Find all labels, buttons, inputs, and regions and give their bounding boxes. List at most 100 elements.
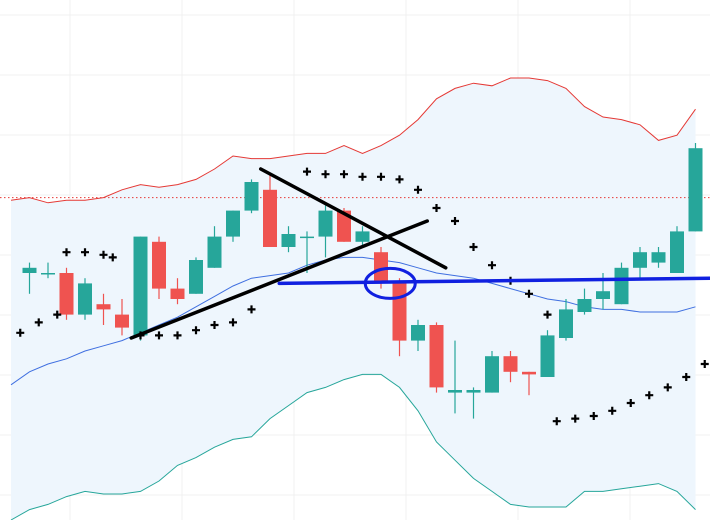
candle-body	[244, 182, 259, 211]
sar-marker	[303, 167, 311, 176]
candle-body	[688, 148, 703, 232]
candle	[688, 143, 703, 232]
candle-body	[374, 252, 388, 284]
highlight-circle	[363, 266, 417, 300]
support-line	[277, 276, 710, 286]
sar-marker	[210, 321, 219, 329]
sar-marker	[53, 310, 62, 319]
candle-body	[152, 241, 166, 289]
candle	[244, 179, 259, 214]
sar-marker	[358, 172, 367, 181]
candle	[540, 330, 555, 377]
candle-body	[577, 299, 592, 312]
sar-marker	[414, 185, 422, 194]
sar-marker	[552, 417, 561, 426]
sar-marker	[432, 204, 441, 212]
candle	[78, 278, 92, 320]
candle-body	[466, 390, 481, 393]
sar-marker	[99, 250, 108, 259]
candle-body	[485, 356, 499, 393]
sar-marker	[395, 175, 404, 184]
candle	[41, 262, 55, 279]
sar-marker	[321, 170, 330, 179]
candle	[411, 319, 425, 351]
sar-marker	[525, 289, 533, 298]
candle-body	[633, 252, 647, 268]
candle-body	[300, 236, 314, 239]
candle-body	[429, 325, 444, 388]
bollinger-band-fill	[11, 78, 696, 520]
sar-marker	[62, 248, 71, 257]
candle	[152, 236, 166, 299]
candle-body	[670, 231, 684, 273]
candle	[115, 299, 129, 336]
candle	[503, 351, 518, 383]
sar-marker	[108, 253, 117, 262]
candle	[429, 322, 444, 393]
sar-marker	[682, 373, 691, 381]
candle	[633, 247, 647, 279]
sar-marker	[608, 406, 617, 415]
candle	[448, 340, 462, 414]
sar-marker	[155, 331, 163, 340]
sar-marker	[377, 172, 385, 181]
sar-marker	[700, 360, 709, 368]
annotations	[129, 167, 710, 340]
trendline-up	[129, 219, 429, 340]
candle	[466, 387, 481, 419]
candle	[614, 262, 629, 305]
sar-marker	[488, 261, 496, 270]
candle-body	[503, 356, 518, 372]
sar-marker	[626, 399, 635, 407]
sar-marker	[192, 326, 200, 335]
candle	[281, 226, 296, 253]
candle-body	[355, 231, 370, 242]
candle-body	[540, 335, 555, 377]
sar-marker	[173, 331, 182, 340]
candle	[577, 288, 592, 315]
candle	[96, 293, 111, 325]
candle	[355, 226, 370, 247]
candle	[133, 236, 148, 341]
sar-marker	[543, 310, 552, 319]
candle-body	[263, 189, 277, 247]
candle-body	[614, 267, 629, 305]
candle	[263, 174, 277, 247]
candle-body	[448, 390, 462, 393]
candle-body	[22, 267, 37, 273]
candle-body	[226, 210, 240, 237]
candle	[59, 267, 74, 320]
candle-body	[41, 273, 55, 275]
candle-body	[96, 304, 111, 310]
sar-marker	[589, 412, 598, 420]
bollinger-lower-line	[10, 373, 696, 520]
candle-body	[596, 291, 610, 299]
sar-marker	[645, 391, 654, 400]
candle-body	[207, 236, 222, 268]
candle-body	[115, 314, 129, 328]
candle-body	[522, 371, 536, 375]
candle-body	[78, 283, 92, 315]
candle-body	[651, 252, 666, 263]
sar-marker	[571, 414, 580, 423]
sar-marker	[16, 328, 25, 337]
candle	[207, 226, 222, 268]
candle	[22, 262, 37, 294]
sar-marker	[340, 170, 348, 179]
sar-marker	[247, 305, 256, 314]
candle-body	[411, 325, 425, 341]
candle	[522, 371, 536, 396]
sar-marker	[81, 248, 89, 257]
sar-marker	[34, 318, 43, 327]
candle-body	[59, 273, 74, 315]
sar-marker	[663, 383, 672, 392]
bollinger-upper-line	[10, 77, 696, 204]
candle	[189, 257, 203, 294]
candle-body	[133, 236, 148, 336]
candle	[226, 210, 240, 242]
candle	[485, 351, 499, 393]
candle-body	[170, 288, 185, 299]
candle-body	[318, 210, 333, 237]
candle-body	[559, 309, 573, 338]
